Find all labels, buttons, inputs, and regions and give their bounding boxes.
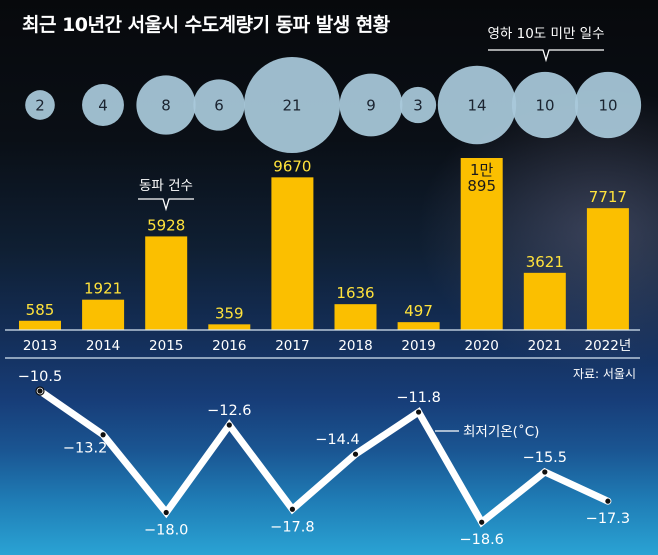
temperature-label: −10.5 <box>18 369 62 385</box>
bubble-2017 <box>244 57 340 153</box>
bar-callout: 동파 건수 <box>138 178 194 212</box>
bubble-2022 <box>574 71 642 139</box>
x-tick-label: 2019 <box>401 338 435 354</box>
temperature-point-2021 <box>542 469 548 475</box>
x-tick-label: 2020 <box>465 338 499 354</box>
bubble-2020 <box>437 65 517 145</box>
bubble-2021 <box>511 71 579 139</box>
temperature-series: −10.5 −13.2 −18.0 −12.6 −17.8 −14.4 −11.8 −18.6… <box>18 369 630 548</box>
bar-2014 <box>82 299 125 330</box>
bubble-label: 21 <box>282 97 301 115</box>
temperature-point-2019 <box>416 409 422 415</box>
bubble-label: 6 <box>214 97 224 115</box>
bubble-2016 <box>193 79 245 131</box>
bar-2022 <box>586 208 629 330</box>
temperature-label: −17.8 <box>270 519 314 535</box>
x-tick-label: 2022년 <box>585 338 632 354</box>
bubble-callout-label: 영하 10도 미만 일수 <box>488 26 605 42</box>
line-callout: 최저기온(˚C) <box>435 423 539 440</box>
bar-value-label: 5928 <box>147 216 185 234</box>
bubble-label: 10 <box>535 97 554 115</box>
bubble-label: 9 <box>366 97 376 115</box>
bar-value-label: 7717 <box>589 188 627 206</box>
temperature-label: −18.6 <box>459 532 503 548</box>
temperature-point-2015 <box>163 509 169 516</box>
bar-value-label: 1921 <box>84 280 122 298</box>
bar-2017 <box>271 177 314 330</box>
bubble-2019 <box>399 86 437 124</box>
bubble-label: 8 <box>161 97 171 115</box>
bar-2016 <box>208 324 251 330</box>
temperature-label: −15.5 <box>523 450 567 466</box>
bubble-callout: 영하 10도 미만 일수 <box>488 26 605 63</box>
x-tick-label: 2018 <box>338 338 372 354</box>
temperature-point-2020 <box>479 519 485 525</box>
source-note: 자료: 서울시 <box>573 367 636 381</box>
bar-2015 <box>145 236 188 330</box>
temperature-point-2014 <box>100 432 106 438</box>
x-tick-label: 2017 <box>275 338 309 354</box>
temperature-point-2017 <box>289 506 295 512</box>
temperature-label: −13.2 <box>63 441 107 457</box>
x-tick-label: 2021 <box>528 338 562 354</box>
bar-2021 <box>523 272 566 330</box>
bar-value-label: 9670 <box>273 157 311 175</box>
temperature-label: −18.0 <box>144 523 188 539</box>
x-axis-ticks: 2013 2014 2015 2016 2017 2018 2019 2020 2021 2022… <box>23 338 631 354</box>
bar-value-label: 497 <box>404 302 433 320</box>
x-tick-label: 2015 <box>149 338 183 354</box>
bubble-callout-line <box>488 49 604 63</box>
bar-value-label: 1만 <box>470 161 494 179</box>
bubble-label: 3 <box>413 97 423 115</box>
bar-callout-line <box>138 198 194 212</box>
bubble-label: 10 <box>598 97 617 115</box>
temperature-point-2022 <box>605 498 611 504</box>
bubble-2015 <box>136 75 196 135</box>
temperature-point-2016 <box>226 422 232 428</box>
x-tick-label: 2013 <box>23 338 57 354</box>
temperature-point-2018 <box>352 451 359 457</box>
x-tick-label: 2016 <box>212 338 246 354</box>
temperature-line <box>36 387 612 528</box>
bar-2020 <box>460 158 503 330</box>
line-callout-label: 최저기온(˚C) <box>463 423 539 440</box>
bar-value-label: 895 <box>467 177 496 195</box>
bar-value-label: 359 <box>215 304 244 322</box>
temperature-label: −11.8 <box>396 390 440 406</box>
temperature-label: −14.4 <box>315 432 359 448</box>
bar-callout-label: 동파 건수 <box>139 178 193 194</box>
bar-value-label: 585 <box>26 301 55 319</box>
x-tick-label: 2014 <box>86 338 120 354</box>
bubble-label: 2 <box>35 97 45 115</box>
bubble-2013 <box>25 90 55 120</box>
bubble-2014 <box>82 84 124 126</box>
bar-2013 <box>19 320 61 330</box>
temperature-label: −17.3 <box>586 511 630 527</box>
bubble-2018 <box>339 73 403 137</box>
bar-value-label: 3621 <box>526 253 564 271</box>
bubble-label: 14 <box>467 97 486 115</box>
bar-value-label: 1636 <box>336 284 374 302</box>
bubble-label: 4 <box>98 97 108 115</box>
temperature-point-2013 <box>37 388 43 394</box>
chart-title: 최근 10년간 서울시 수도계량기 동파 발생 현황 <box>22 13 391 36</box>
bar-2018 <box>334 304 377 330</box>
bubble-series: 2 4 8 6 21 9 3 14 10 10 <box>25 57 642 153</box>
temperature-label: −12.6 <box>207 403 251 419</box>
temperature-start-marker <box>35 386 45 396</box>
bar-2019 <box>397 322 440 330</box>
